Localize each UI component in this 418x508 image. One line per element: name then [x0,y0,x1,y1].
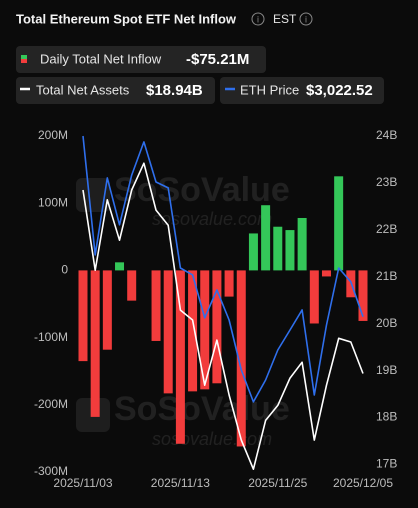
svg-text:i: i [305,14,307,24]
bar [309,270,319,324]
bar [90,270,100,417]
legend-box [220,77,384,104]
bar [297,217,307,271]
bar [175,270,185,444]
chart-title: Total Ethereum Spot ETF Net Inflow [16,11,237,26]
bar [358,270,368,321]
bar [236,270,246,447]
y-tick-label: -300M [34,464,68,478]
y2-tick-label: 23B [376,175,397,189]
bar [163,270,173,394]
bar [115,262,125,271]
bar [248,233,258,271]
y-tick-label: 0 [61,263,68,277]
y2-tick-label: 20B [376,316,397,330]
bar [212,270,222,384]
bar [273,226,283,271]
y-tick-label: -100M [34,330,68,344]
y-tick-label: 200M [38,128,68,142]
legend-icon [21,55,27,59]
legend-value: $18.94B [146,82,203,99]
bar [334,176,344,271]
y-tick-label: -200M [34,397,68,411]
y2-tick-label: 21B [376,269,397,283]
svg-text:i: i [257,14,259,24]
timezone[interactable]: EST [273,12,297,26]
y-tick-label: 100M [38,195,68,209]
legend-label: ETH Price [240,82,299,97]
legend-value: -$75.21M [186,51,249,68]
legend-box [16,46,266,73]
bar [224,270,234,297]
x-tick-label: 2025/12/05 [333,476,393,490]
legend-label: Total Net Assets [36,82,130,97]
watermark-url: sosovalue.com [152,429,272,449]
bar [285,230,295,271]
bar [151,270,161,341]
legend-icon [21,59,27,63]
bar [321,270,331,277]
info-icon[interactable]: i [299,12,313,26]
watermark: SoSoValue sosovalue.com SoSoValue sosova… [76,171,290,449]
legend-box [16,77,215,104]
watermark-url: sosovalue.com [152,209,272,229]
bar [102,270,112,350]
info-icon[interactable]: i [251,12,265,26]
y2-tick-label: 18B [376,410,397,424]
watermark-brand: SoSoValue [114,390,290,428]
x-tick-label: 2025/11/03 [53,476,112,490]
watermark-brand: SoSoValue [114,171,290,209]
y2-tick-label: 24B [376,128,397,142]
legend-label: Daily Total Net Inflow [40,51,162,66]
y2-tick-label: 17B [376,457,397,471]
bar [188,270,198,392]
bar [78,270,88,362]
x-tick-label: 2025/11/13 [151,476,210,490]
line [82,162,364,470]
bar [200,270,210,390]
x-tick-label: 2025/11/25 [248,476,307,490]
legend-value: $3,022.52 [306,82,373,99]
y2-tick-label: 19B [376,363,397,377]
y2-tick-label: 22B [376,222,397,236]
bar [127,270,137,301]
bar [261,205,271,271]
line [82,135,364,403]
